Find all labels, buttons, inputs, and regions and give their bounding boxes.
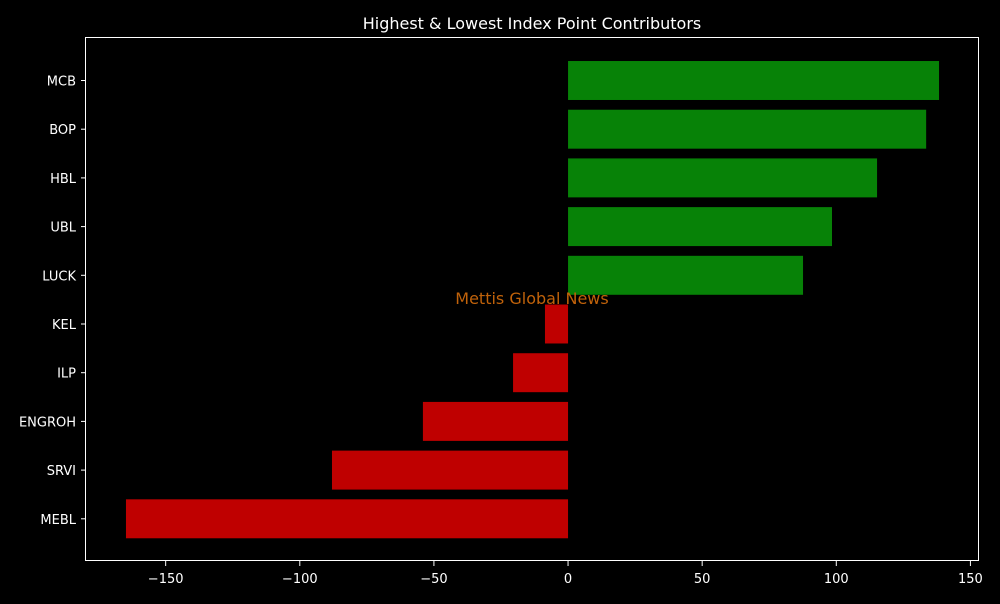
y-tick-label: BOP — [49, 123, 76, 138]
bar-ilp — [513, 353, 569, 393]
bar-luck — [568, 255, 804, 295]
y-tick-label: SRVI — [47, 464, 76, 479]
y-tick-label: LUCK — [42, 269, 76, 284]
y-tick-label: UBL — [50, 221, 76, 236]
y-tick-label: KEL — [52, 318, 77, 333]
chart-title: Highest & Lowest Index Point Contributor… — [363, 14, 702, 33]
x-tick-label: 100 — [824, 572, 849, 587]
y-tick-label: MEBL — [40, 513, 76, 528]
bar-hbl — [568, 158, 878, 198]
x-tick-label: −100 — [282, 572, 318, 587]
y-tick-label: MCB — [47, 75, 76, 90]
x-tick-label: −150 — [148, 572, 184, 587]
bar-ubl — [568, 207, 832, 247]
bar-mcb — [568, 61, 940, 100]
x-tick-label: 50 — [694, 572, 711, 587]
y-tick-label: HBL — [50, 172, 77, 187]
x-tick-label: 0 — [564, 572, 572, 587]
bar-mebl — [125, 499, 569, 539]
y-tick-label: ILP — [57, 367, 76, 382]
bar-srvi — [331, 450, 569, 490]
bar-engroh — [422, 401, 569, 441]
axes-frame — [85, 37, 979, 561]
x-tick-label: −50 — [420, 572, 447, 587]
y-tick-label: ENGROH — [19, 415, 76, 430]
bar-kel — [544, 304, 569, 344]
bar-bop — [568, 109, 927, 149]
watermark: Mettis Global News — [455, 289, 608, 308]
x-tick-label: 150 — [958, 572, 983, 587]
